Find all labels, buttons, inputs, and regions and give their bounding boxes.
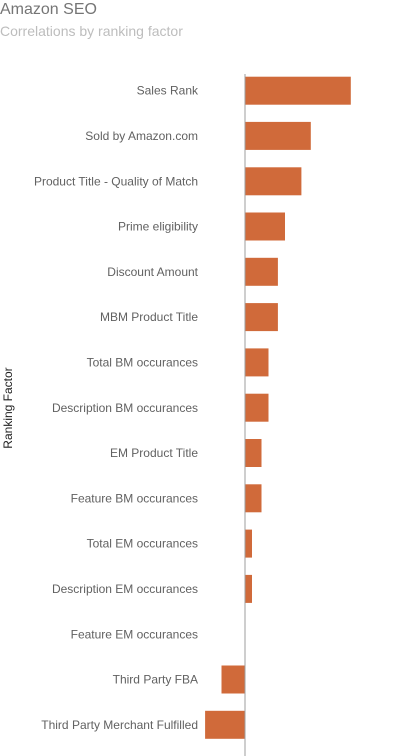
bar[interactable] [221,665,246,694]
category-label: Sold by Amazon.com [85,129,198,143]
category-label: Description EM occurances [52,582,198,596]
category-label: Sales Rank [137,84,199,98]
category-label: Feature EM occurances [71,627,198,641]
bar[interactable] [245,303,278,332]
category-label: Discount Amount [107,265,198,279]
category-label: Prime eligibility [118,220,198,234]
bar[interactable] [245,393,269,422]
bar[interactable] [205,710,246,739]
chart-title: Amazon SEO [0,1,97,18]
bar[interactable] [245,257,278,286]
category-label: Product Title - Quality of Match [34,174,198,188]
category-label: Total EM occurances [87,537,198,551]
category-label: Third Party FBA [113,673,198,687]
bar[interactable] [245,167,302,196]
bar[interactable] [245,439,262,467]
bar[interactable] [245,484,262,513]
category-label: Feature BM occurances [71,491,198,505]
bar[interactable] [245,348,269,377]
category-label: Description BM occurances [52,401,198,415]
category-label: Total BM occurances [87,355,198,369]
category-label: MBM Product Title [100,310,198,324]
bar[interactable] [245,212,285,241]
chart-subtitle: Correlations by ranking factor [0,23,183,39]
bar[interactable] [245,574,252,603]
bar[interactable] [245,529,252,558]
category-label: Third Party Merchant Fulfilled [41,718,198,732]
category-label: EM Product Title [110,446,198,460]
bar[interactable] [245,76,351,105]
bar[interactable] [245,121,311,150]
